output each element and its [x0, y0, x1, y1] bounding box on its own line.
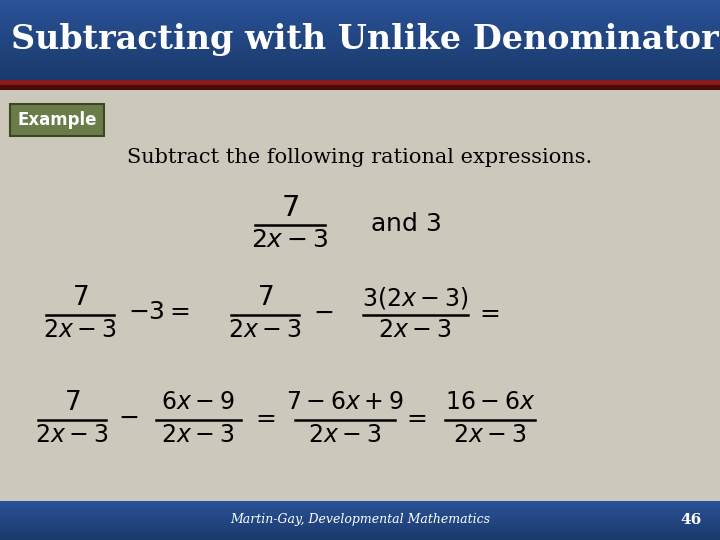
Text: $7$: $7$: [64, 390, 80, 415]
Text: $2x-3$: $2x-3$: [35, 424, 109, 447]
FancyBboxPatch shape: [0, 80, 720, 85]
Text: $2x-3$: $2x-3$: [43, 319, 117, 342]
Text: $16-6x$: $16-6x$: [445, 391, 535, 414]
Text: Example: Example: [17, 111, 96, 129]
Text: $-$: $-$: [118, 406, 138, 429]
Text: Subtract the following rational expressions.: Subtract the following rational expressi…: [127, 148, 593, 167]
Text: $3(2x-3)$: $3(2x-3)$: [361, 285, 468, 310]
Text: $=$: $=$: [402, 406, 427, 429]
Text: $7$: $7$: [72, 285, 89, 310]
Text: $2x-3$: $2x-3$: [228, 319, 302, 342]
Text: $7$: $7$: [281, 194, 299, 221]
Text: $2x-3$: $2x-3$: [161, 424, 235, 447]
FancyBboxPatch shape: [10, 104, 104, 136]
Text: $2x-3$: $2x-3$: [454, 424, 526, 447]
Text: $=$: $=$: [251, 406, 276, 429]
Text: $7$: $7$: [257, 285, 274, 310]
Text: $2x-3$: $2x-3$: [251, 229, 328, 252]
Text: $-$: $-$: [313, 301, 333, 324]
Text: Subtracting with Unlike Denominators: Subtracting with Unlike Denominators: [11, 23, 720, 57]
Text: Martin-Gay, Developmental Mathematics: Martin-Gay, Developmental Mathematics: [230, 514, 490, 526]
Text: $7-6x+9$: $7-6x+9$: [287, 391, 404, 414]
Text: $\mathrm{and}\ 3$: $\mathrm{and}\ 3$: [370, 213, 441, 236]
Text: $2x-3$: $2x-3$: [379, 319, 451, 342]
FancyBboxPatch shape: [0, 85, 720, 90]
Text: $6x-9$: $6x-9$: [161, 391, 235, 414]
Text: $=$: $=$: [475, 301, 500, 324]
Text: $2x-3$: $2x-3$: [308, 424, 382, 447]
Text: 46: 46: [680, 513, 702, 527]
Text: $-3=$: $-3=$: [128, 301, 190, 324]
